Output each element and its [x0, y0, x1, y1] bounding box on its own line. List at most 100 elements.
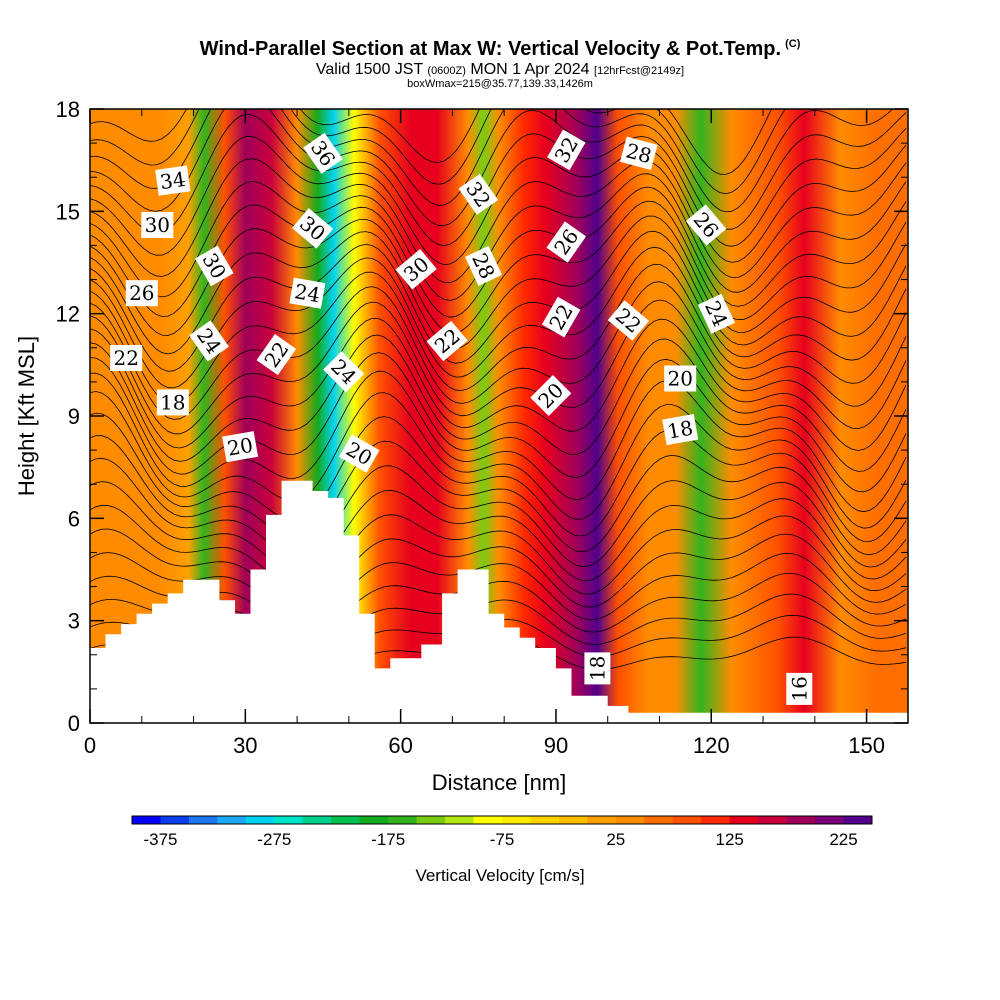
contour-line: [90, 114, 907, 247]
colorbar-swatch: [558, 816, 588, 824]
copyright-mark: (C): [785, 38, 801, 51]
contour-line: [90, 135, 907, 266]
plot-area: [90, 109, 908, 723]
contour-label-text: 18: [666, 416, 695, 444]
x-axis-label: Distance [nm]: [432, 770, 567, 795]
colorbar-swatch: [502, 816, 531, 824]
colorbar-tick-label: -175: [371, 830, 405, 849]
contour-line: [90, 435, 907, 556]
contour-label: 24: [289, 277, 326, 309]
contour-label-box: [395, 249, 437, 290]
colorbar-tick-label: -275: [257, 830, 291, 849]
terrain: [90, 480, 908, 723]
contour-label-box: [222, 431, 259, 463]
contour-line: [90, 481, 907, 582]
contour-label-text: 16: [787, 676, 811, 701]
colorbar-swatch: [758, 816, 788, 824]
contour-label-text: 18: [585, 656, 609, 681]
contour-line: [90, 573, 907, 634]
x-tick-label: 0: [84, 733, 96, 758]
contour-line: [90, 246, 907, 389]
contour-label-box: [464, 245, 503, 286]
colorbar-swatch: [786, 816, 816, 824]
contour-label: 20: [664, 365, 697, 392]
contour-label-box: [195, 245, 234, 287]
colorbar-swatch: [359, 816, 389, 824]
contour-label-text: 18: [160, 390, 185, 414]
contour-line: [90, 158, 907, 284]
colorbar-swatch: [188, 816, 218, 824]
contour-label-box: [541, 296, 581, 338]
chart-title: Wind-Parallel Section at Max W: Vertical…: [0, 38, 1000, 61]
contour-line: [90, 173, 907, 301]
contour-label-box: [110, 345, 143, 371]
contour-label: 30: [141, 212, 174, 238]
contour-label: 20: [222, 431, 259, 463]
contour-line: [90, 504, 907, 595]
contour-line: [90, 299, 907, 435]
contour-line: [90, 186, 907, 318]
colorbar-swatch: [245, 816, 275, 824]
contour-label: 24: [697, 293, 735, 334]
contour-line: [90, 457, 907, 568]
contour-label-box: [289, 277, 326, 309]
contour-line: [90, 230, 907, 372]
colorbar-swatch: [843, 816, 873, 824]
y-tick-label: 6: [68, 506, 80, 531]
colorbar-swatch: [701, 816, 731, 824]
colorbar-frame: [131, 815, 873, 825]
contour-label: 34: [155, 165, 191, 196]
contour-line: [90, 109, 907, 230]
contour-label-text: 34: [159, 167, 188, 194]
valid-time-utc: (0600Z): [427, 65, 466, 77]
contour-label-box: [256, 334, 297, 376]
contour-label: 28: [619, 136, 658, 170]
contour-line: [90, 370, 907, 513]
y-tick-label: 12: [56, 302, 80, 327]
valid-date: MON 1 Apr 2024: [470, 61, 590, 78]
contour-label: 18: [156, 389, 189, 416]
colorbar-swatch: [274, 816, 304, 824]
colorbar-tick-label: 25: [606, 830, 625, 849]
contour-label-box: [125, 280, 158, 307]
contour-line: [90, 552, 907, 621]
contour-label-box: [546, 221, 587, 263]
chart-subtitle: Valid 1500 JST (0600Z) MON 1 Apr 2024 [1…: [0, 61, 1000, 79]
x-tick-label: 60: [388, 733, 412, 758]
contour-label-box: [303, 132, 343, 174]
contour-label-text: 20: [667, 367, 692, 391]
contour-label-text: 30: [145, 213, 170, 237]
contour-line: [90, 109, 786, 195]
colorbar-tick-label: 125: [716, 830, 744, 849]
contour-label-box: [685, 204, 727, 246]
contour-label-box: [458, 173, 499, 215]
y-axis-label: Height [Kft MSL]: [14, 336, 39, 496]
colorbar-swatch: [587, 816, 617, 824]
contour-label-text: 22: [113, 346, 138, 370]
contour-label-box: [530, 374, 572, 417]
contour-label-box: [291, 208, 334, 249]
colorbar-tick-label: -375: [143, 830, 177, 849]
colorbar-swatch: [530, 816, 560, 824]
contour-label-box: [607, 300, 650, 341]
colorbar-swatch: [615, 816, 645, 824]
x-tick-label: 90: [544, 733, 568, 758]
x-tick-label: 150: [848, 733, 885, 758]
colorbar-swatch: [729, 816, 759, 824]
contour-label-box: [426, 320, 468, 362]
colorbar-swatch: [672, 816, 702, 824]
colorbar-swatch: [815, 816, 845, 824]
y-tick-label: 18: [56, 97, 80, 122]
valid-time: Valid 1500 JST: [315, 61, 423, 78]
contour-label: 26: [125, 280, 158, 307]
contour-label-box: [786, 672, 813, 705]
y-tick-label: 0: [68, 711, 80, 736]
contour-line: [90, 200, 907, 336]
contour-label: 18: [662, 414, 699, 446]
contour-label-box: [338, 434, 380, 473]
colorbar-swatch: [217, 816, 247, 824]
y-tick-label: 15: [56, 199, 80, 224]
colorbar-swatch: [302, 816, 332, 824]
y-tick-label: 9: [68, 404, 80, 429]
contour-label-box: [664, 365, 697, 392]
